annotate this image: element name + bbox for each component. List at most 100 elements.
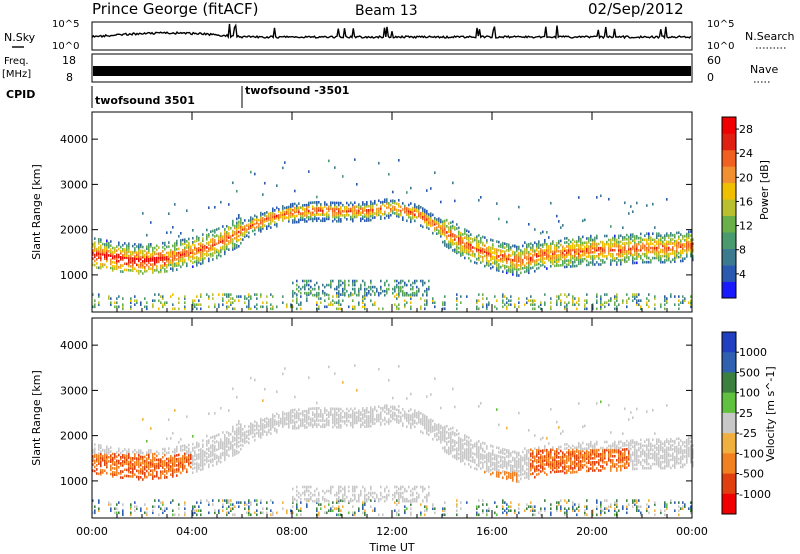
- power-cell: [360, 285, 362, 289]
- velocity-cell: [422, 421, 424, 424]
- power-cell: [388, 287, 390, 291]
- velocity-cell: [374, 422, 376, 425]
- velocity-cell: [98, 448, 100, 451]
- velocity-cell: [100, 450, 102, 454]
- power-cell: [260, 228, 262, 231]
- power-cell: [224, 228, 226, 231]
- power-cell: [578, 256, 580, 259]
- power-cell: [338, 293, 340, 296]
- power-cell: [552, 242, 554, 245]
- velocity-cell: [192, 467, 194, 470]
- power-cell: [666, 301, 668, 304]
- power-cell: [398, 209, 400, 212]
- velocity-cell: [168, 467, 170, 471]
- velocity-cell: [428, 425, 430, 428]
- power-cell: [184, 297, 186, 300]
- power-cell: [222, 299, 224, 302]
- power-cell: [296, 287, 298, 291]
- velocity-cell: [210, 436, 212, 439]
- power-cell: [144, 305, 146, 309]
- velocity-cell: [230, 503, 232, 506]
- power-cell: [582, 219, 584, 223]
- velocity-cell: [194, 454, 196, 457]
- power-cell: [260, 293, 262, 296]
- velocity-cell: [296, 513, 298, 517]
- velocity-cell: [356, 415, 358, 419]
- power-cell: [436, 226, 438, 229]
- velocity-cell: [260, 499, 262, 502]
- noise-left-tick-top: 10^5: [52, 19, 79, 30]
- power-cell: [614, 301, 616, 304]
- power-cell: [260, 305, 262, 309]
- velocity-cell: [342, 420, 344, 423]
- velocity-cell: [276, 511, 278, 515]
- power-cell: [466, 241, 468, 245]
- velocity-cell: [112, 471, 114, 474]
- velocity-cell: [254, 434, 256, 438]
- power-cell: [272, 215, 274, 219]
- power-cell: [128, 256, 130, 260]
- power-cell: [104, 247, 106, 250]
- velocity-cell: [136, 505, 138, 508]
- velocity-cell: [262, 429, 264, 432]
- power-cell: [120, 266, 122, 269]
- power-cell: [338, 211, 340, 215]
- velocity-cell: [214, 457, 216, 460]
- power-cell: [136, 257, 138, 260]
- velocity-cell: [288, 421, 290, 425]
- velocity-cell: [438, 435, 440, 439]
- power-cell: [374, 212, 376, 215]
- velocity-cell: [322, 415, 324, 418]
- velocity-cell: [238, 428, 240, 432]
- velocity-cell: [256, 425, 258, 429]
- power-cell: [564, 247, 566, 250]
- velocity-cell: [134, 457, 136, 460]
- power-cell: [440, 235, 442, 238]
- velocity-cell: [224, 499, 226, 502]
- power-cell: [400, 279, 402, 283]
- velocity-cell: [158, 476, 160, 480]
- power-cell: [396, 297, 398, 300]
- power-cell: [686, 232, 688, 236]
- velocity-cell: [388, 418, 390, 421]
- power-cell: [206, 235, 208, 239]
- power-cell: [460, 246, 462, 249]
- velocity-cell: [106, 449, 108, 453]
- velocity-cell: [232, 429, 234, 433]
- power-cell: [296, 283, 298, 287]
- power-cell: [420, 216, 422, 219]
- velocity-cell: [182, 448, 184, 452]
- power-cell: [558, 254, 560, 257]
- velocity-cell: [332, 425, 334, 429]
- velocity-cell: [180, 449, 182, 452]
- power-cell: [564, 237, 566, 240]
- power-cell: [470, 241, 472, 244]
- power-cell: [604, 242, 606, 246]
- velocity-cell: [148, 457, 150, 460]
- power-cell: [270, 216, 272, 219]
- power-cell: [268, 212, 270, 216]
- power-cell: [266, 305, 268, 309]
- power-cell: [460, 254, 462, 257]
- power-cell: [208, 253, 210, 257]
- power-cell: [488, 260, 490, 263]
- power-cell: [330, 201, 332, 204]
- velocity-cell: [330, 509, 332, 512]
- power-cell: [240, 237, 242, 241]
- power-cell: [500, 253, 502, 257]
- power-cell: [298, 285, 300, 289]
- power-cell: [228, 232, 230, 235]
- power-cell: [370, 210, 372, 214]
- velocity-cell: [352, 499, 354, 502]
- power-cell: [274, 215, 276, 218]
- velocity-cell: [218, 447, 220, 451]
- power-cell: [468, 246, 470, 250]
- velocity-cell: [104, 451, 106, 454]
- velocity-cell: [428, 433, 430, 436]
- velocity-cell: [434, 427, 436, 430]
- velocity-cell: [280, 417, 282, 421]
- power-cell: [416, 293, 418, 297]
- velocity-cell: [330, 507, 332, 510]
- power-cell: [630, 241, 632, 245]
- power-cell: [530, 242, 532, 245]
